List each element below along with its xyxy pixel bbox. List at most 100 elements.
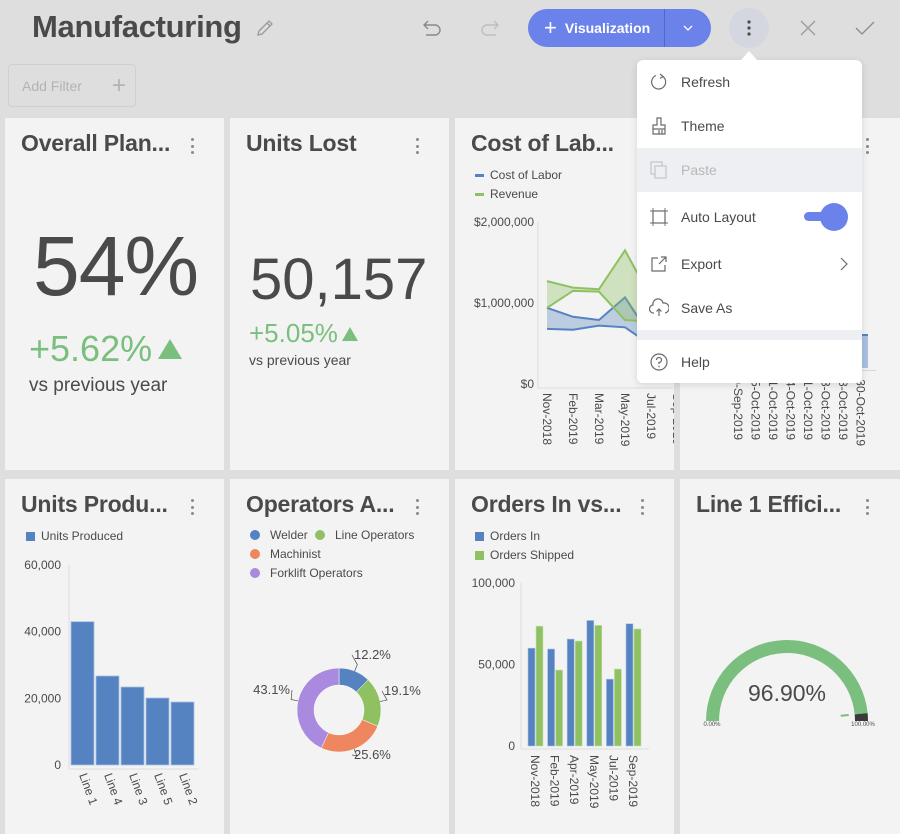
card-overall-plant[interactable]: Overall Plan... 54% +5.62% vs previous y… [5,118,224,470]
x-tick-label: Nov-2018 [528,755,542,807]
y-tick-label: 0 [508,739,515,753]
card-title: Line 1 Effici... [696,491,842,517]
y-tick-label: 100,000 [472,576,516,590]
bar-orders-in [527,647,536,747]
leader-line [351,654,358,672]
menu-item-paste[interactable]: Paste [637,148,862,192]
legend-item-orders-shipped[interactable]: Orders Shipped [475,548,574,562]
bar-orders-shipped [535,625,544,747]
card-title: Units Produ... [21,491,168,517]
up-arrow-icon [341,326,358,341]
bar-line-5 [145,697,170,766]
x-tick-label: 8-Oct-2019 [836,380,850,440]
visualization-dropdown[interactable] [665,24,711,32]
redo-icon[interactable] [476,14,504,42]
y-tick-label: $0 [521,377,535,391]
card-menu-icon[interactable] [185,497,199,517]
y-tick-label: 60,000 [24,558,61,572]
kpi-delta: +5.62% [29,328,183,370]
legend-item-orders-in[interactable]: Orders In [475,529,540,543]
x-tick-label: 5-Oct-2019 [749,380,763,440]
menu-item-auto-layout[interactable]: Auto Layout [637,195,862,239]
legend-item-line-operators[interactable]: Line Operators [315,528,414,542]
x-tick-label: Mar-2019 [592,393,606,445]
kpi-comparison: vs previous year [29,375,168,396]
leader-line [351,749,358,757]
bar-orders-shipped [555,669,563,747]
undo-icon[interactable] [418,14,446,42]
x-tick-label: 0-Sep-2019 [731,377,745,440]
card-orders[interactable]: Orders In vs... Orders In Orders Shipped… [455,479,674,834]
card-menu-icon[interactable] [410,497,424,517]
x-tick-label: Jul-2019 [644,393,658,439]
card-menu-icon[interactable] [635,497,649,517]
chevron-down-icon [683,25,693,31]
slice-label: 12.2% [354,647,391,662]
slice-label: 43.1% [253,682,290,697]
y-tick-label: $1,000,000 [474,296,534,310]
x-tick-label: Line 4 [101,771,125,807]
card-line1-efficiency[interactable]: Line 1 Effici... 96.90% 0.00% 100.00% [680,479,900,834]
card-operators[interactable]: Operators A... Welder Line Operators Mac… [230,479,449,834]
up-arrow-icon [158,339,183,359]
card-menu-icon[interactable] [860,136,874,156]
card-menu-icon[interactable] [185,136,199,156]
x-tick-label: Line 2 [176,771,200,807]
bar-orders-in [586,620,595,747]
gauge-target-marker [840,713,849,717]
legend-item-revenue[interactable]: Revenue [475,187,538,201]
y-tick-label: 20,000 [24,691,61,705]
kpi-delta-value: +5.62% [29,328,153,369]
gauge-value-arc [706,640,868,721]
y-tick-label: 50,000 [478,658,515,672]
x-tick-label: Feb-2019 [566,393,580,445]
bar-orders-shipped [574,640,583,747]
cloud-upload-icon [649,298,669,316]
card-title: Operators A... [246,491,395,517]
card-menu-icon[interactable] [860,497,874,517]
leader-line [380,690,388,702]
card-units-lost[interactable]: Units Lost 50,157 +5.05% vs previous yea… [230,118,449,470]
bar-orders-in [547,648,555,747]
menu-item-export[interactable]: Export [637,242,862,286]
legend-item-forklift-operators[interactable]: Forklift Operators [250,566,363,580]
kpi-delta-value: +5.05% [249,318,338,348]
legend-item-cost-of-labor[interactable]: Cost of Labor [475,168,562,182]
auto-layout-toggle[interactable] [804,203,848,231]
menu-item-theme[interactable]: Theme [637,104,862,148]
add-visualization-button[interactable]: + Visualization [528,9,711,47]
menu-item-refresh[interactable]: Refresh [637,60,862,104]
more-options-button[interactable] [729,8,769,48]
add-filter-button[interactable]: Add Filter + [8,64,136,107]
x-tick-label: Jul-2019 [606,755,620,801]
pencil-icon[interactable] [254,17,276,39]
y-tick-label: 40,000 [24,625,61,639]
x-tick-label: Apr-2019 [567,755,581,805]
bar-line-4 [95,675,120,766]
legend-item-units-produced[interactable]: Units Produced [26,529,123,543]
x-tick-label: 30-Oct-2019 [854,379,868,446]
x-tick-label: Line 1 [76,771,100,807]
visualization-label: Visualization [564,20,651,36]
bar-orders-in [625,623,634,747]
check-icon[interactable] [851,14,879,42]
close-icon[interactable] [794,14,822,42]
bar-orders-shipped [594,625,603,747]
legend-item-welder[interactable]: Welder [250,528,308,542]
legend-item-machinist[interactable]: Machinist [250,547,321,561]
card-units-produced[interactable]: Units Produ... Units Produced 0 20,000 40,… [5,479,224,834]
menu-item-help[interactable]: Help [637,340,862,383]
dashboard-title[interactable]: Manufacturing [32,9,242,44]
x-tick-label: May-2019 [587,755,601,809]
dashboard-header: Manufacturing + Visualization [0,0,900,56]
menu-separator [637,330,862,340]
x-tick-label: Feb-2019 [548,755,562,807]
card-title: Cost of Lab... [471,130,614,156]
x-tick-label: 4-Oct-2019 [784,380,798,440]
y-tick-label: 0 [54,758,61,772]
paintbrush-icon [652,117,666,135]
bar-orders-in [606,678,614,747]
add-visualization-main[interactable]: + Visualization [528,9,665,47]
card-menu-icon[interactable] [410,136,424,156]
menu-item-save-as[interactable]: Save As [637,286,862,330]
